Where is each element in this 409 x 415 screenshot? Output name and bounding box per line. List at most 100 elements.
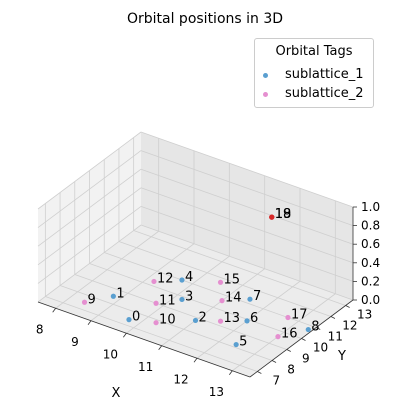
orbital-label-17: 17 xyxy=(291,308,308,323)
x-tick-mark xyxy=(52,308,56,313)
y-tick-mark xyxy=(286,349,291,352)
legend-label-sublattice-1: sublattice_1 xyxy=(285,67,364,82)
orbital-label-15: 15 xyxy=(224,272,241,287)
orbital-point-6 xyxy=(244,318,250,324)
orbital-label-14: 14 xyxy=(225,291,242,306)
y-gridline xyxy=(118,241,332,317)
orbital-label-19: 19 xyxy=(275,207,292,222)
orbital-label-4: 4 xyxy=(185,270,193,285)
y-tick-mark xyxy=(271,360,277,363)
orbital-label-9: 9 xyxy=(88,292,96,307)
x-tick-mark xyxy=(158,345,162,350)
x-tick-mark xyxy=(87,320,92,325)
orbital-point-17 xyxy=(285,314,291,321)
x-tick-label: 13 xyxy=(209,385,224,399)
legend: Orbital Tags sublattice_1 sublattice_2 xyxy=(254,38,374,108)
orbital-point-4 xyxy=(179,277,185,283)
x-tick-mark xyxy=(229,370,233,375)
legend-marker-sublattice-2 xyxy=(263,92,268,97)
z-tick-label: 0.6 xyxy=(361,237,380,251)
orbital-label-12: 12 xyxy=(157,271,174,286)
orbital-point-19 xyxy=(269,214,275,220)
orbital-label-0: 0 xyxy=(132,310,140,325)
x-tick-label: 12 xyxy=(173,372,188,386)
axis-panes xyxy=(38,132,353,377)
x-tick-mark xyxy=(193,358,198,363)
y-tick-label: 13 xyxy=(357,308,372,322)
orbital-label-13: 13 xyxy=(224,311,241,326)
orbital-point-11 xyxy=(153,300,159,306)
x-tick-label: 8 xyxy=(36,322,44,336)
y-tick-label: 8 xyxy=(287,363,295,377)
x-axis-line xyxy=(37,301,251,378)
z-gridline xyxy=(140,150,354,226)
orbital-point-8 xyxy=(305,326,311,333)
orbital-point-1 xyxy=(110,293,116,299)
z-tick-label: 1.0 xyxy=(361,200,380,214)
orbital-label-3: 3 xyxy=(185,289,193,304)
z-gridline xyxy=(37,150,142,228)
y-tick-mark xyxy=(257,371,262,374)
legend-title: Orbital Tags xyxy=(275,44,353,59)
orbital-point-14 xyxy=(219,298,225,304)
y-gridline xyxy=(74,274,287,350)
legend-label-sublattice-2: sublattice_2 xyxy=(285,86,364,101)
z-gridline xyxy=(140,131,354,208)
grid-lines xyxy=(37,131,354,372)
z-tick-label: 0.0 xyxy=(361,293,380,307)
orbital-label-8: 8 xyxy=(311,320,319,335)
chart-title: Orbital positions in 3D xyxy=(127,11,283,27)
orbital-label-1: 1 xyxy=(116,286,124,301)
z-tick-label: 0.8 xyxy=(361,219,380,233)
y-tick-label: 10 xyxy=(313,341,328,355)
z-gridline xyxy=(140,224,354,301)
z-tick-label: 0.4 xyxy=(361,256,380,270)
x-tick-mark xyxy=(123,333,127,338)
y-tick-label: 7 xyxy=(273,374,281,388)
x-axis-label: X xyxy=(112,386,121,401)
orbital-point-13 xyxy=(217,318,224,324)
y-gridline xyxy=(104,252,317,328)
orbital-label-7: 7 xyxy=(253,289,261,304)
orbital-point-3 xyxy=(179,296,185,303)
x-tick-label: 11 xyxy=(138,360,153,374)
orbital-point-7 xyxy=(247,296,253,302)
z-gridline xyxy=(140,168,354,245)
legend-marker-sublattice-1 xyxy=(263,73,268,78)
orbital-point-9 xyxy=(81,299,88,305)
z-gridline xyxy=(37,206,142,284)
orbital-label-16: 16 xyxy=(281,327,298,342)
orbital-point-15 xyxy=(217,279,224,285)
orbital-point-2 xyxy=(192,317,199,324)
y-gridline xyxy=(59,285,273,361)
z-tick-label: 0.2 xyxy=(361,274,380,288)
x-tick-label: 9 xyxy=(71,335,79,349)
z-gridline xyxy=(140,206,354,282)
data-points xyxy=(81,214,311,348)
orbital-label-6: 6 xyxy=(250,311,258,326)
y-gridline xyxy=(89,263,302,339)
z-gridline xyxy=(37,168,142,247)
orbital-point-0 xyxy=(126,317,132,323)
y-tick-mark xyxy=(301,338,306,341)
y-gridline xyxy=(45,296,258,372)
y-tick-label: 11 xyxy=(328,330,343,344)
orbital-label-10: 10 xyxy=(159,313,176,328)
y-tick-mark xyxy=(345,305,350,308)
orbital-point-10 xyxy=(153,320,159,326)
y-tick-label: 12 xyxy=(342,319,357,333)
y-tick-mark xyxy=(316,327,321,330)
orbital-label-5: 5 xyxy=(239,335,247,350)
z-gridline xyxy=(37,131,142,210)
orbital-label-11: 11 xyxy=(159,293,176,308)
z-gridline xyxy=(37,224,142,303)
y-tick-mark xyxy=(330,316,336,319)
x-tick-label: 10 xyxy=(103,347,118,361)
orbital-label-2: 2 xyxy=(199,310,207,325)
z-gridline xyxy=(140,187,354,264)
orbital-point-5 xyxy=(233,341,239,348)
orbital-point-16 xyxy=(275,334,281,340)
y-gridline xyxy=(133,230,346,306)
